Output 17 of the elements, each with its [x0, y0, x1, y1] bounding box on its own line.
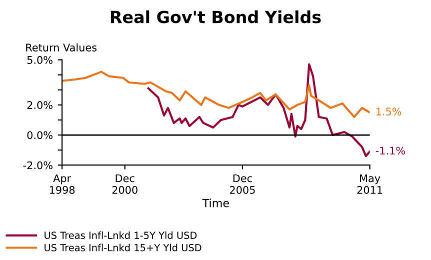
chart-title: Real Gov't Bond Yields	[110, 10, 321, 24]
legend-label: US Treas Infl-Lnkd 1-5Y Yld USD	[44, 231, 197, 239]
legend-label: US Treas Infl-Lnkd 15+Y Yld USD	[44, 244, 202, 252]
line-series	[62, 70, 370, 118]
y-tick-label: 2.0%	[27, 101, 52, 110]
x-tick-label: Dec 2005	[230, 174, 255, 194]
x-axis-title: Time	[202, 198, 229, 208]
data-label: 1.5%	[376, 108, 402, 116]
x-tick-label: Apr 1998	[50, 174, 75, 194]
y-axis-title: Return Values	[26, 43, 97, 52]
line-series	[147, 63, 370, 158]
y-tick-label: 0.0%	[27, 131, 52, 140]
x-tick-label: Dec 2000	[112, 174, 138, 194]
data-label: -1.1%	[376, 146, 405, 155]
y-tick-label: -2.0%	[23, 161, 52, 170]
y-tick-label: 5.0%	[27, 56, 52, 64]
x-tick-label: May 2011	[357, 174, 382, 194]
